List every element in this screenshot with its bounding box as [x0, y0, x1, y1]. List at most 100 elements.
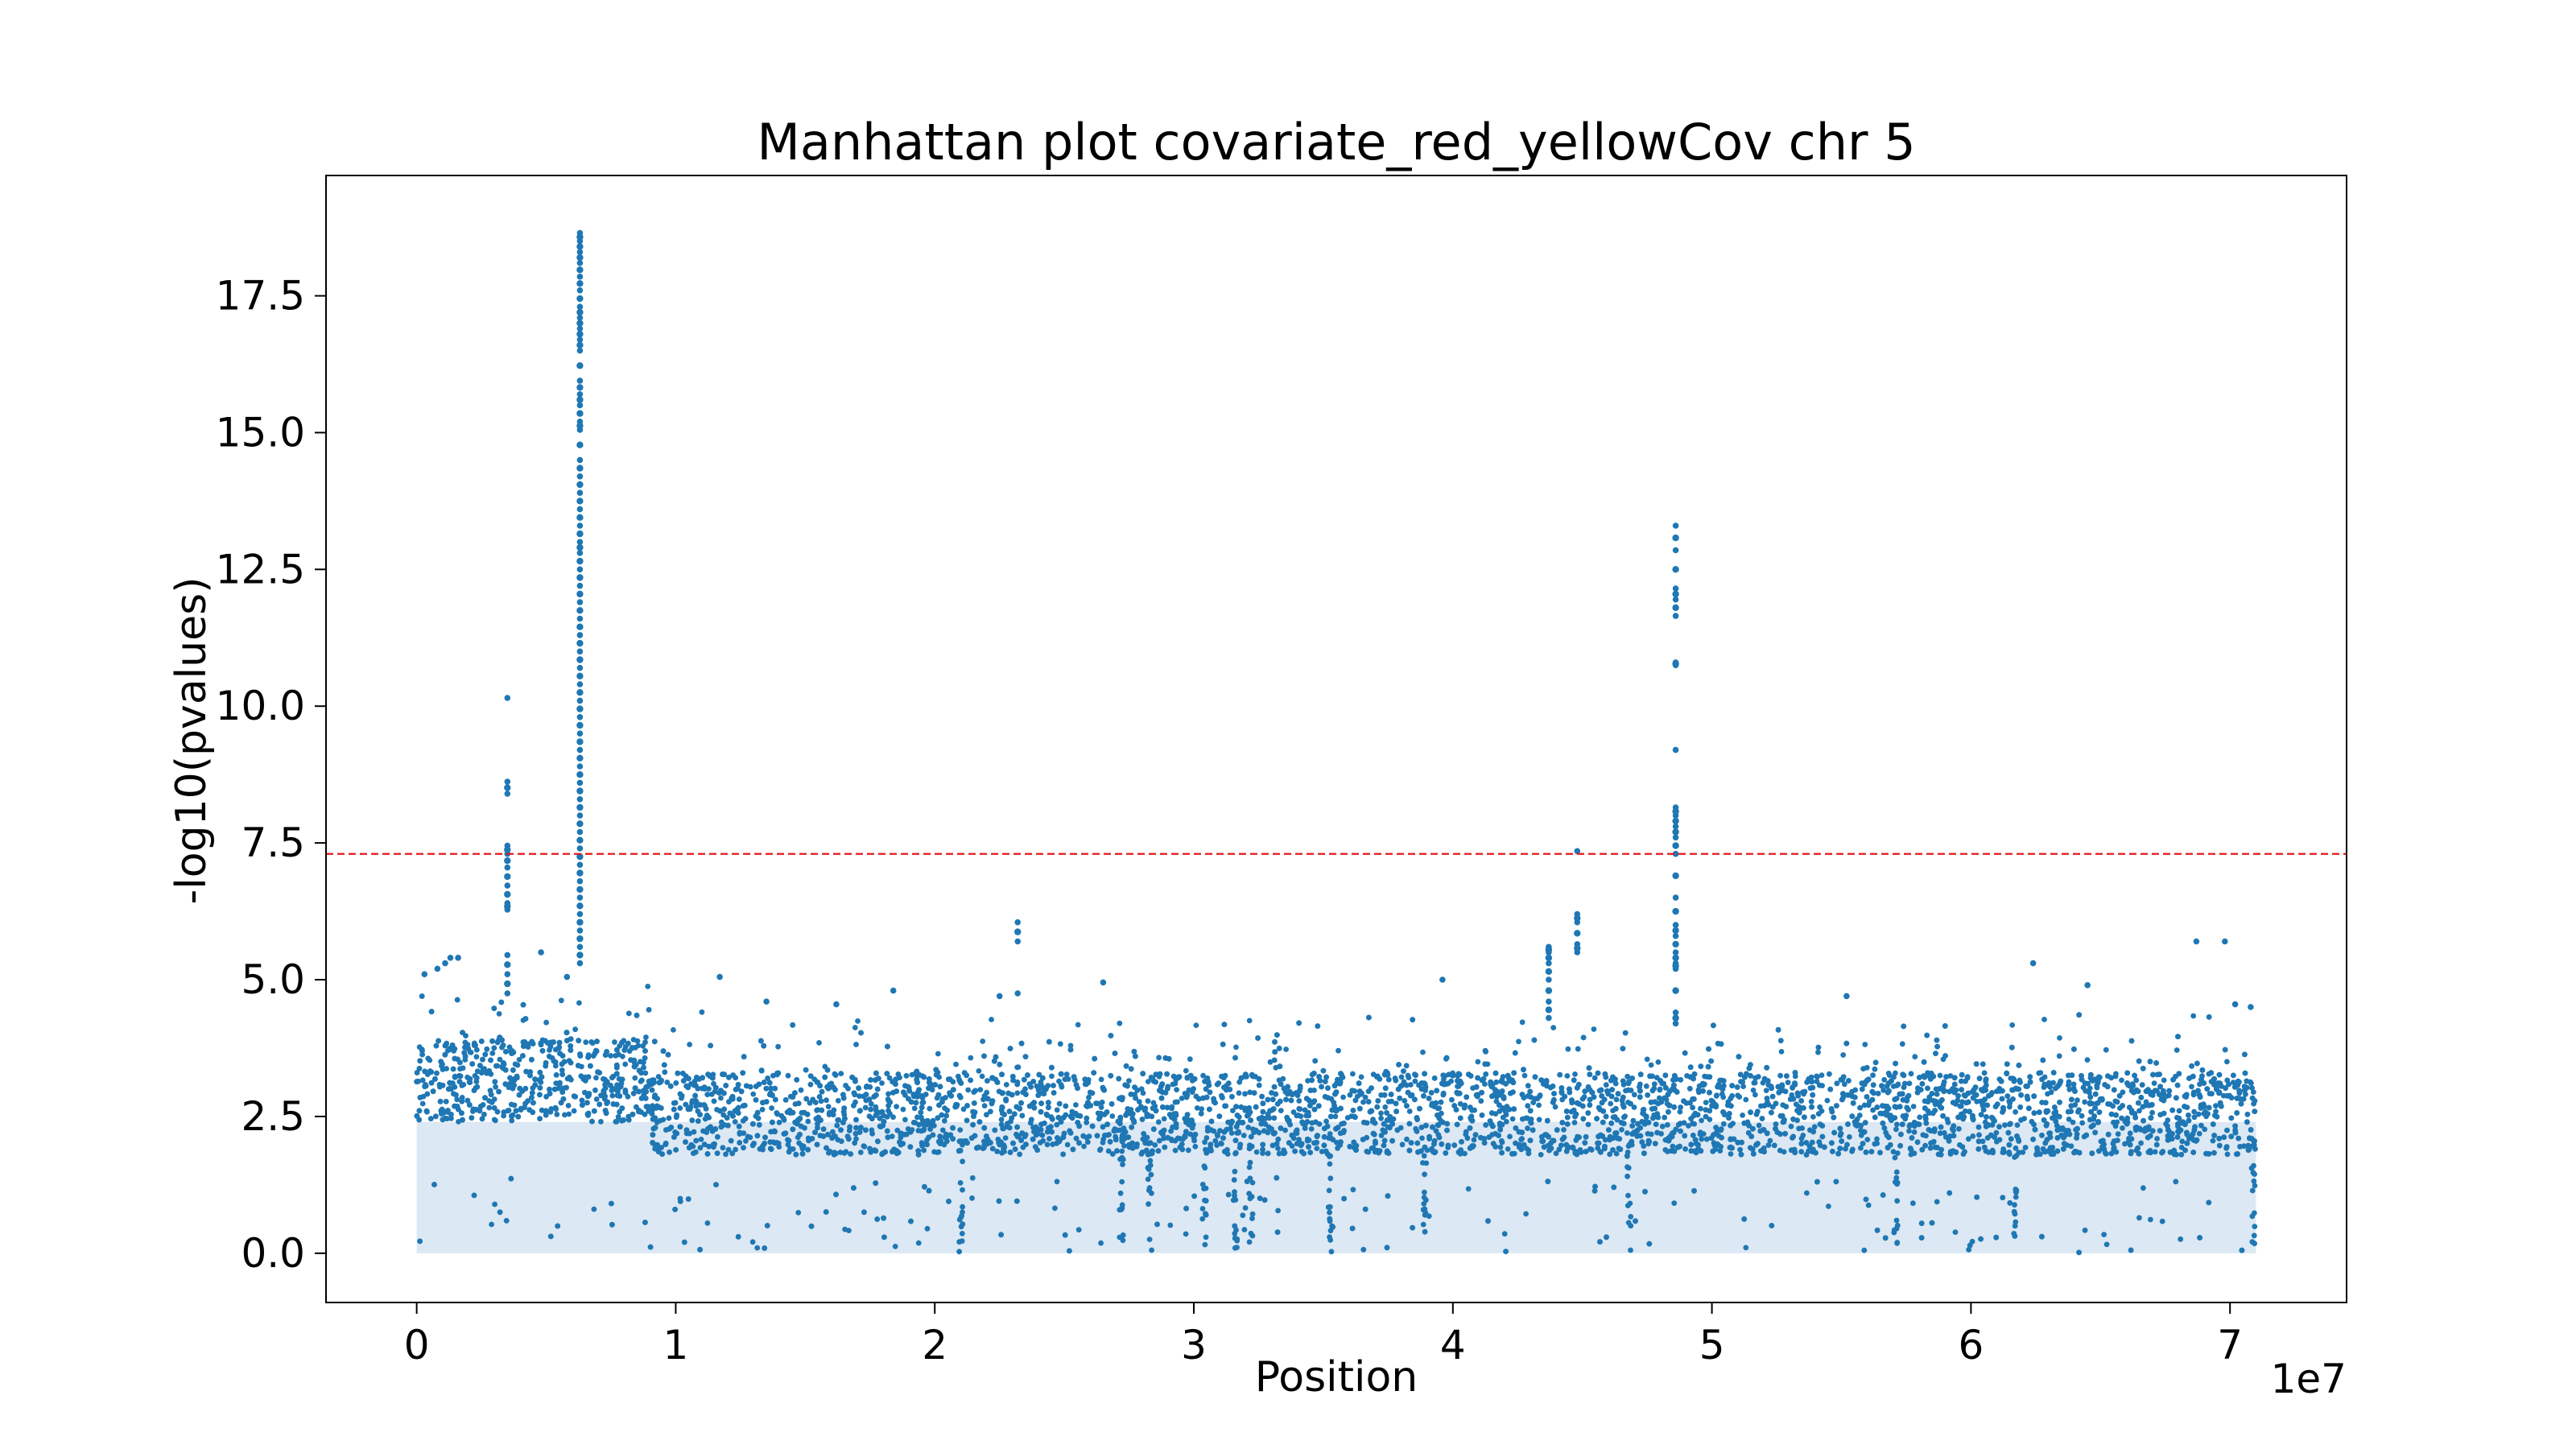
data-point: [1926, 1127, 1932, 1133]
data-point: [501, 1113, 506, 1119]
data-point: [699, 1009, 705, 1015]
data-point: [1179, 1141, 1185, 1147]
data-point: [1337, 1130, 1344, 1137]
data-point: [720, 1145, 726, 1151]
data-point: [1041, 1091, 1047, 1097]
data-point: [1412, 1071, 1418, 1077]
data-point: [1341, 1121, 1347, 1126]
data-point: [693, 1137, 700, 1144]
data-point: [1677, 1108, 1683, 1115]
data-point: [1296, 1088, 1302, 1094]
data-point: [1497, 1126, 1504, 1133]
data-point: [1014, 1064, 1020, 1071]
data-point: [1248, 1133, 1254, 1140]
data-point: [1156, 1137, 1162, 1144]
data-point: [2042, 1100, 2049, 1106]
data-point: [500, 1042, 506, 1048]
data-point: [2221, 1134, 2227, 1141]
data-point: [1253, 1149, 1260, 1155]
data-point: [916, 1121, 923, 1128]
data-point: [886, 1075, 893, 1081]
data-point: [681, 1239, 687, 1245]
data-point: [1999, 1096, 2005, 1102]
data-point: [1274, 1174, 1280, 1181]
data-point: [1910, 1200, 1916, 1207]
data-point: [603, 1110, 609, 1117]
data-point: [1375, 1098, 1381, 1104]
data-point: [2006, 1151, 2013, 1157]
data-point: [1846, 1078, 1852, 1084]
data-point: [2140, 1104, 2146, 1110]
data-point: [1803, 1140, 1810, 1146]
data-point: [1910, 1104, 1917, 1109]
data-point: [742, 1116, 749, 1122]
data-point: [1381, 1128, 1388, 1134]
data-point: [1402, 1098, 1408, 1104]
data-point: [1067, 1046, 1074, 1053]
data-point: [999, 1150, 1005, 1156]
data-point: [892, 1244, 898, 1249]
data-point: [1710, 1099, 1716, 1104]
data-point: [1959, 1071, 1965, 1078]
data-point: [1671, 1200, 1678, 1206]
data-point: [612, 1039, 617, 1045]
data-point: [625, 1010, 632, 1017]
data-point: [493, 1084, 498, 1090]
data-point: [497, 1209, 503, 1216]
data-point: [2108, 1150, 2115, 1157]
data-point: [576, 1000, 582, 1006]
data-point: [1735, 1092, 1741, 1099]
data-point: [911, 1105, 918, 1112]
data-point: [1665, 1121, 1670, 1128]
data-point: [1347, 1092, 1353, 1098]
data-point: [1421, 1093, 1426, 1099]
data-point: [832, 1072, 839, 1078]
data-point: [1837, 1125, 1843, 1132]
data-point: [1349, 1088, 1356, 1094]
data-point: [907, 1129, 914, 1135]
data-point: [1503, 1080, 1509, 1087]
data-point: [1172, 1080, 1179, 1087]
data-point: [2224, 1151, 2231, 1158]
data-point: [1874, 1136, 1880, 1142]
data-point: [2113, 1112, 2120, 1118]
data-point: [1500, 1074, 1506, 1080]
data-point: [1467, 1125, 1473, 1131]
data-point: [749, 1239, 756, 1245]
data-point: [1553, 1150, 1559, 1157]
data-point: [1272, 1049, 1278, 1055]
data-point: [2202, 1126, 2208, 1133]
data-point: [1174, 1099, 1180, 1105]
data-point: [2154, 1136, 2161, 1141]
data-point: [799, 1150, 806, 1157]
data-point: [2128, 1038, 2135, 1044]
data-point: [1085, 1077, 1092, 1083]
data-point: [1374, 1104, 1381, 1110]
data-point: [1943, 1074, 1950, 1080]
data-point: [2124, 1070, 2131, 1076]
data-point: [1281, 1150, 1287, 1157]
data-point: [1274, 1229, 1281, 1235]
data-point: [1748, 1109, 1753, 1116]
data-point: [1861, 1247, 1868, 1253]
data-point: [1315, 1023, 1321, 1029]
data-point: [1233, 1044, 1239, 1051]
data-point: [1081, 1143, 1087, 1150]
data-point: [459, 1110, 464, 1117]
data-point: [1117, 1020, 1123, 1026]
data-point: [1565, 1046, 1571, 1052]
data-point: [1814, 1074, 1820, 1080]
data-point: [1844, 1141, 1850, 1148]
data-point: [814, 1107, 820, 1113]
data-point: [498, 999, 505, 1005]
data-point: [1100, 1124, 1106, 1130]
data-point: [2126, 1104, 2132, 1111]
data-point: [981, 1103, 988, 1108]
data-point: [1471, 1137, 1477, 1143]
data-point: [934, 1150, 940, 1155]
data-point: [1057, 1041, 1063, 1047]
data-point: [815, 1125, 820, 1131]
data-point: [1782, 1088, 1789, 1095]
data-point: [1978, 1112, 1984, 1117]
data-point: [2056, 1053, 2062, 1059]
